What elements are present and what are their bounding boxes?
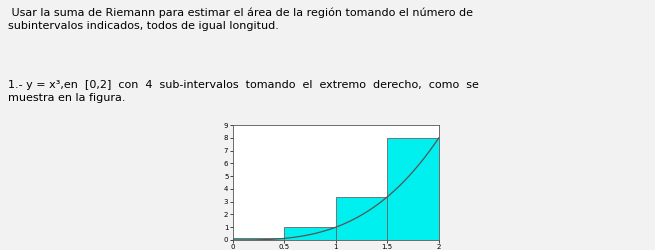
Bar — [335, 197, 387, 240]
Bar — [284, 227, 335, 240]
Bar — [233, 238, 284, 240]
Text: Usar la suma de Riemann para estimar el área de la región tomando el número de
s: Usar la suma de Riemann para estimar el … — [8, 8, 473, 31]
Bar — [387, 138, 439, 240]
Text: 1.- y = x³,en  [0,2]  con  4  sub-intervalos  tomando  el  extremo  derecho,  co: 1.- y = x³,en [0,2] con 4 sub-intervalos… — [8, 80, 479, 103]
